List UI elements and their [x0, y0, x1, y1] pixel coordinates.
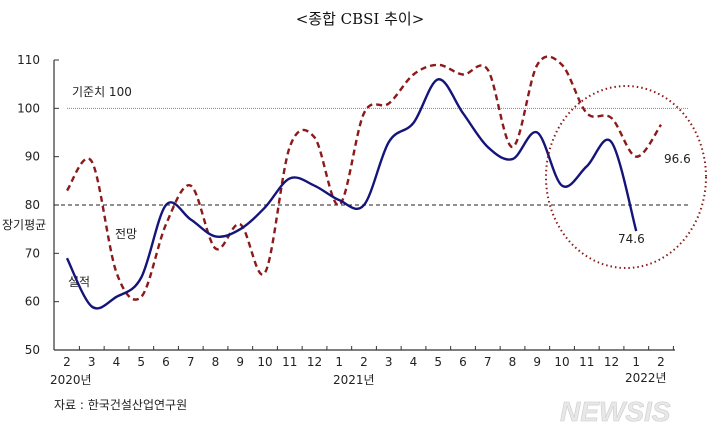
x-tick-label: 8 — [212, 355, 220, 369]
x-tick-label: 6 — [162, 355, 170, 369]
y-tick-label: 80 — [25, 198, 40, 212]
x-tick-label: 5 — [137, 355, 145, 369]
x-tick-label: 3 — [385, 355, 393, 369]
highlight-circle — [545, 85, 707, 269]
x-tick-label: 1 — [335, 355, 343, 369]
y-tick-label: 50 — [25, 343, 40, 357]
x-tick-label: 8 — [509, 355, 517, 369]
x-tick-label: 2 — [360, 355, 368, 369]
x-tick-label: 10 — [257, 355, 272, 369]
x-tick-label: 11 — [579, 355, 594, 369]
year-2021: 2021년 — [333, 373, 375, 387]
x-tick-label: 11 — [282, 355, 297, 369]
x-tick-label: 4 — [113, 355, 121, 369]
y-tick-label: 110 — [17, 53, 40, 67]
y-tick-label: 90 — [25, 150, 40, 164]
x-tick-label: 12 — [307, 355, 322, 369]
x-tick-label: 9 — [236, 355, 244, 369]
actual-series-line — [65, 78, 638, 310]
x-tick-label: 10 — [554, 355, 569, 369]
x-tick-label: 3 — [88, 355, 96, 369]
x-tick-label: 7 — [187, 355, 195, 369]
year-2022: 2022년 — [625, 371, 667, 385]
x-tick-label: 4 — [410, 355, 418, 369]
chart-title: <종합 CBSI 추이> — [296, 10, 425, 28]
legend-forecast: 전망 — [115, 227, 137, 241]
x-tick-label: 2 — [657, 355, 665, 369]
y-tick-label: 70 — [25, 246, 40, 260]
x-tick-label: 1 — [632, 355, 640, 369]
y-tick-label: 100 — [17, 101, 40, 115]
x-tick-label: 5 — [434, 355, 442, 369]
x-tick-label: 2 — [63, 355, 71, 369]
ref-label-avg: 장기평균 — [2, 218, 46, 232]
x-tick-label: 9 — [533, 355, 541, 369]
y-tick-label: 60 — [25, 295, 40, 309]
newsis-watermark: NEWSIS — [560, 396, 671, 423]
x-tick-label: 7 — [484, 355, 492, 369]
ref-label-100: 기준치 100 — [72, 85, 132, 99]
x-tick-label: 12 — [604, 355, 619, 369]
forecast-series-line — [65, 55, 662, 301]
label-actual-last: 74.6 — [618, 232, 645, 246]
source-note: 자료 : 한국건설산업연구원 — [54, 398, 187, 412]
legend-actual: 실적 — [68, 275, 90, 289]
year-2020: 2020년 — [50, 373, 92, 387]
label-forecast-last: 96.6 — [664, 152, 691, 166]
x-tick-label: 6 — [459, 355, 467, 369]
